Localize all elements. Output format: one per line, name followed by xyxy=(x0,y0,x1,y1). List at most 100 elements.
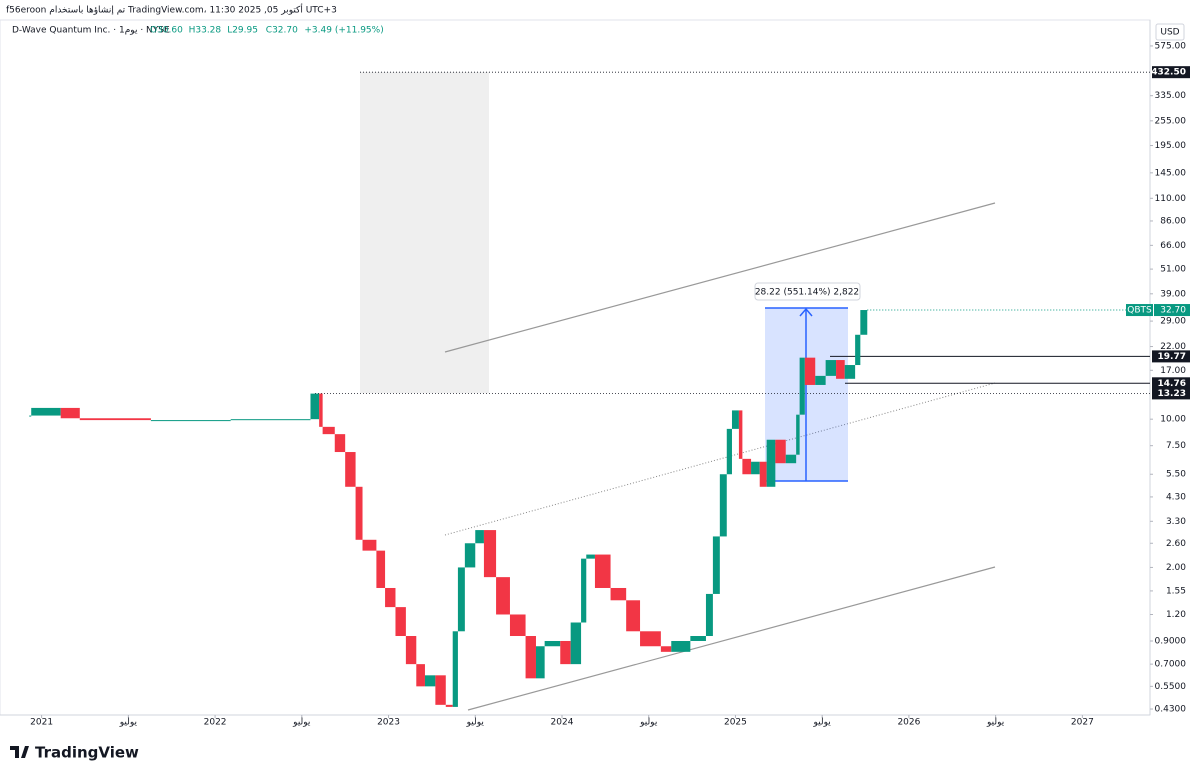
candle xyxy=(712,536,720,594)
measure-label: 28.22 (551.14%) 2,822 xyxy=(755,288,859,298)
candle xyxy=(483,530,497,578)
candle xyxy=(855,334,861,366)
candle xyxy=(742,458,752,475)
candle xyxy=(535,646,545,679)
candle xyxy=(452,631,458,707)
candle xyxy=(705,593,713,637)
candle xyxy=(731,410,739,429)
candle xyxy=(544,640,561,647)
price-label: 14.76 xyxy=(1158,379,1186,389)
candle xyxy=(334,434,346,453)
watermark: f56eroon تم إنشاؤها باستخدام TradingView… xyxy=(6,4,337,16)
candle xyxy=(29,415,32,417)
candle xyxy=(525,636,536,679)
price-label-box xyxy=(1152,387,1190,400)
candle xyxy=(804,357,816,385)
candle xyxy=(230,419,311,421)
candle xyxy=(626,600,641,632)
y-tick-label: 255.00 xyxy=(1155,116,1187,126)
x-tick-label: يوليو xyxy=(119,718,138,728)
candle xyxy=(395,607,406,637)
footer-logo: TradingView xyxy=(10,744,139,762)
x-tick-label: 2024 xyxy=(551,718,574,728)
candle xyxy=(836,360,845,379)
data-layer: 575.00 335.00 255.00 195.00 145.00 110.00 86.0… xyxy=(29,41,1190,728)
channel-upper xyxy=(444,202,996,353)
candle xyxy=(610,587,627,601)
y-tick-label: 1.20 xyxy=(1166,610,1186,620)
ohlc-value: H33.28 xyxy=(189,26,222,36)
candle xyxy=(719,474,727,537)
candle xyxy=(435,675,446,705)
candle xyxy=(385,587,396,608)
x-tick-label: يوليو xyxy=(639,718,658,728)
y-tick-label: 3.30 xyxy=(1166,517,1186,527)
candle xyxy=(660,646,672,652)
y-tick-label: 2.00 xyxy=(1166,563,1186,573)
y-tick-label: 66.00 xyxy=(1160,241,1186,251)
y-tick-label: 0.7000 xyxy=(1155,660,1187,670)
y-tick-label: 1.55 xyxy=(1166,586,1186,596)
x-tick-label: 2021 xyxy=(30,718,53,728)
ohlc-value: C32.70 xyxy=(266,26,298,36)
candle xyxy=(31,407,61,416)
y-tick-label: 145.00 xyxy=(1155,168,1187,178)
candle xyxy=(671,640,691,652)
logo-mark xyxy=(10,746,29,758)
candle xyxy=(79,418,151,421)
candle xyxy=(844,365,856,379)
y-tick-label: 110.00 xyxy=(1155,194,1187,204)
x-tick-label: 2023 xyxy=(377,718,400,728)
candle xyxy=(150,420,231,422)
y-tick-label: 51.00 xyxy=(1160,265,1186,275)
candle xyxy=(345,452,356,487)
y-tick-label: 86.00 xyxy=(1160,216,1186,226)
x-tick-label: يوليو xyxy=(813,718,832,728)
candle xyxy=(405,636,417,665)
measure-label-box xyxy=(754,282,861,301)
price-label: 19.77 xyxy=(1158,352,1186,362)
candle xyxy=(751,461,760,475)
candle xyxy=(570,622,582,665)
price-label: 13.23 xyxy=(1158,389,1186,399)
measure-arrowhead xyxy=(799,307,813,317)
channel-middle xyxy=(444,382,996,536)
currency-box[interactable] xyxy=(1155,23,1185,41)
x-tick-label: 2027 xyxy=(1071,718,1094,728)
candle xyxy=(640,631,661,647)
y-tick-label: 17.00 xyxy=(1160,366,1186,376)
candle xyxy=(799,357,805,415)
candle xyxy=(322,426,335,435)
symbol-title: D-Wave Quantum Inc. · 1يوم · NYSE xyxy=(12,26,170,36)
brand: TradingView xyxy=(35,744,139,762)
y-tick-label: 39.00 xyxy=(1160,289,1186,299)
currency[interactable]: USD xyxy=(1160,28,1179,38)
candle xyxy=(586,554,595,559)
candle xyxy=(60,407,80,419)
candle xyxy=(310,393,320,420)
y-tick-label: 0.9000 xyxy=(1155,636,1187,646)
x-tick-label: 2026 xyxy=(897,718,920,728)
y-tick-label: 575.00 xyxy=(1155,41,1187,51)
candle xyxy=(594,554,611,588)
channel-lower xyxy=(467,566,996,711)
y-tick-label: 0.4300 xyxy=(1155,705,1187,715)
price-label-box xyxy=(1152,66,1190,79)
candle xyxy=(362,539,377,551)
y-tick-label: 335.00 xyxy=(1155,91,1187,101)
candle xyxy=(319,393,323,427)
candle xyxy=(475,530,484,544)
y-tick-label: 10.00 xyxy=(1160,415,1186,425)
y-tick-label: 22.00 xyxy=(1160,342,1186,352)
last-price-label: 32.70 xyxy=(1160,306,1186,316)
candle xyxy=(355,486,363,540)
candle xyxy=(457,567,465,632)
x-tick-label: 2022 xyxy=(204,718,227,728)
candle xyxy=(581,558,587,623)
price-label-box xyxy=(1152,350,1190,363)
candle xyxy=(496,577,510,615)
range-box xyxy=(360,72,489,393)
candle xyxy=(860,310,868,335)
